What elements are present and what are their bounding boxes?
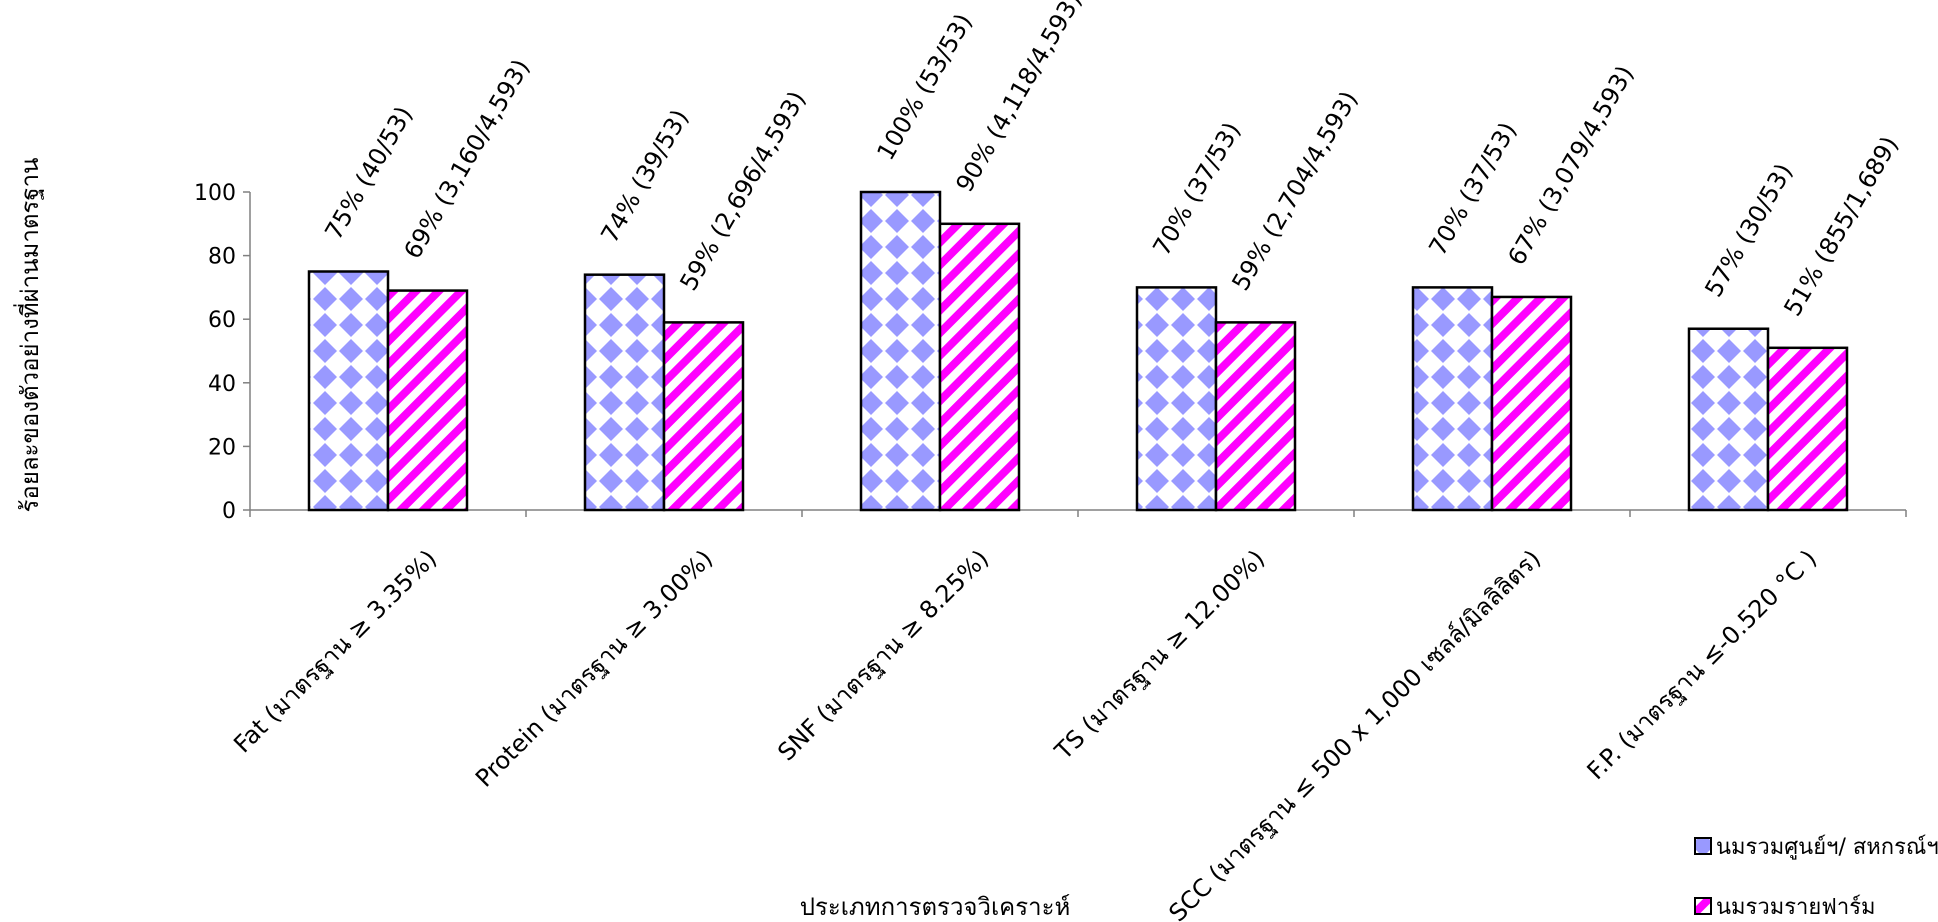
bar-series-1 [1135,286,1218,512]
bar-series-1 [1687,327,1770,512]
bar-series-2 [662,321,745,512]
legend-swatch-series-2 [1694,897,1712,915]
data-label-series-1: 70% (37/53) [1423,117,1522,260]
y-tick-label: 40 [208,372,236,397]
bar-series-1 [307,270,390,512]
plot-area [243,191,1907,517]
data-label-series-1: 100% (53/53) [871,9,977,165]
y-tick-labels: 0 20 40 60 80 100 [194,181,236,524]
data-label-series-1: 75% (40/53) [319,102,418,245]
data-label-series-1: 57% (30/53) [1699,159,1798,302]
y-tick-label: 60 [208,308,236,333]
category-label: Fat (มาตรฐาน ≥ 3.35%) [228,544,442,758]
bar-series-1 [859,190,942,512]
data-label-series-2: 51% (855/1,689) [1778,132,1903,321]
bar-series-2 [1490,295,1573,512]
data-label-series-2: 69% (3,160/4,593) [398,55,535,264]
data-label-series-1: 74% (39/53) [595,105,694,248]
bar-series-1 [1411,286,1494,512]
bar-series-2 [1766,346,1849,512]
bar-series-2 [386,289,469,512]
data-label-series-1: 70% (37/53) [1147,117,1246,260]
data-label-series-2: 67% (3,079/4,593) [1502,61,1639,270]
category-labels: Fat (มาตรฐาน ≥ 3.35%) Protein (มาตรฐาน ≥ … [228,544,1822,922]
category-label: Protein (มาตรฐาน ≥ 3.00%) [470,544,718,792]
data-label-series-2: 59% (2,704/4,593) [1226,86,1363,295]
legend-swatch-series-1 [1694,837,1712,855]
y-tick-label: 80 [208,245,236,270]
bar-series-2 [938,222,1021,512]
category-label: SNF (มาตรฐาน ≥ 8.25%) [772,544,994,766]
y-tick-label: 100 [194,181,236,206]
bar-series-2 [1214,321,1297,512]
bar-series-1 [583,273,666,512]
legend-label-series-2: นมรวมรายฟาร์ม [1716,895,1876,920]
data-labels: 75% (40/53)69% (3,160/4,593) 74% (39/53)5… [319,0,1903,321]
y-axis-title: ร้อยละของตัวอย่างที่ผ่านมาตรฐาน [13,158,44,513]
data-label-series-2: 59% (2,696/4,593) [674,86,811,295]
category-label: F.P. (มาตรฐาน ≤-0.520 °C ) [1582,544,1823,785]
y-tick-label: 20 [208,435,236,460]
legend: นมรวมศูนย์ฯ/ สหกรณ์ฯ นมรวมรายฟาร์ม [1694,835,1938,920]
bars [307,190,1849,512]
x-axis-title: ประเภทการตรวจวิเคราะห์ [800,893,1071,921]
legend-label-series-1: นมรวมศูนย์ฯ/ สหกรณ์ฯ [1716,835,1938,860]
y-tick-label: 0 [222,499,236,524]
category-label: TS (มาตรฐาน ≥ 12.00%) [1049,544,1270,765]
